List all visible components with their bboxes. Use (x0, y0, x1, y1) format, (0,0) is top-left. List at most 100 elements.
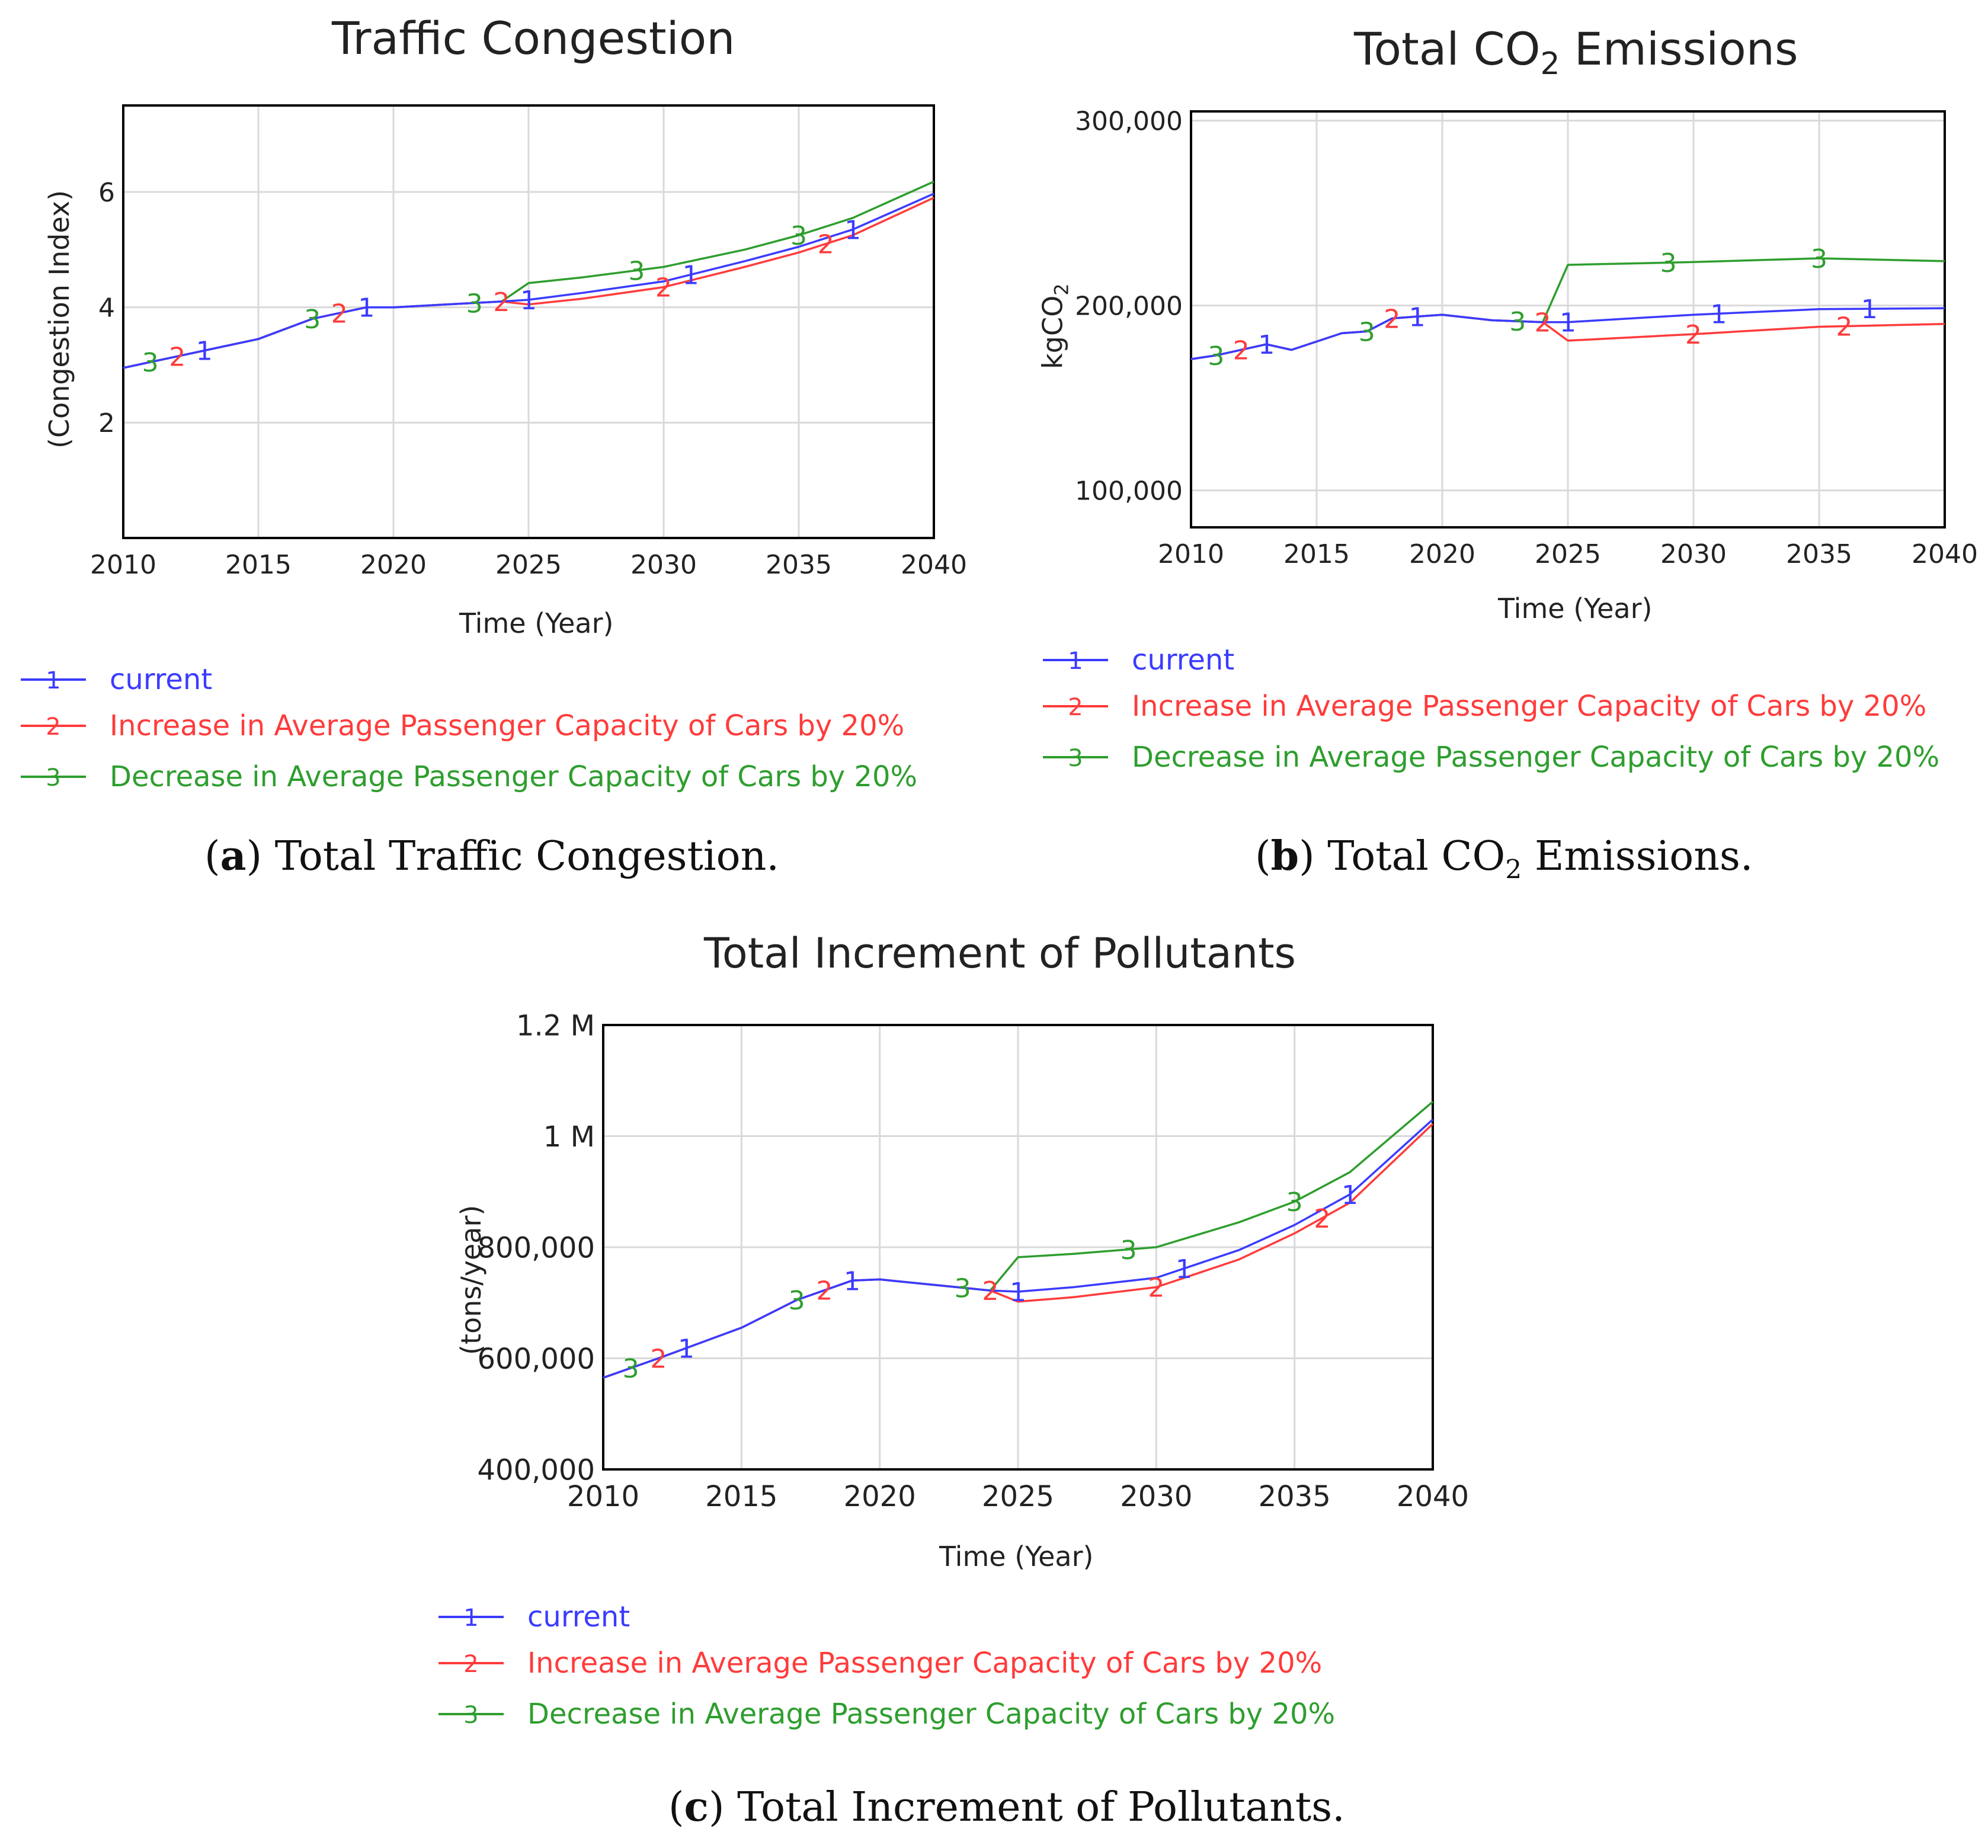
legend-b-label-current: current (1132, 643, 1235, 677)
legend-label-decrease: Decrease in Average Passenger Capacity o… (110, 760, 918, 793)
legend-b-item-current: 1 current (1043, 637, 1939, 683)
chart-c-series-decrease-marker: 3 (623, 1354, 639, 1384)
chart-a-series-decrease-marker: 3 (142, 348, 159, 378)
svg-text:2: 2 (1068, 694, 1083, 721)
chart-c-series-increase-marker: 2 (1314, 1204, 1330, 1234)
chart-a-series-increase-marker: 2 (818, 230, 834, 260)
chart-b-series-current-line (1190, 307, 1945, 360)
chart-c-title: Total Increment of Pollutants (704, 929, 1296, 978)
chart-b-series-current-marker: 1 (1710, 299, 1727, 329)
chart-c-series-current-line (603, 1119, 1434, 1379)
chart-b-xtick-label: 2040 (1912, 539, 1978, 569)
chart-c-series-increase-marker: 2 (816, 1276, 833, 1306)
chart-a-xtick-label: 2030 (630, 550, 697, 580)
chart-b-svg: 2010 2015 2020 2025 2030 2035 2040 100,000 200,0… (1075, 106, 1978, 569)
legend-label-current: current (110, 663, 213, 696)
legend-item-increase: 2 Increase in Average Passenger Capacity… (21, 703, 917, 749)
chart-a-series-decrease-marker: 3 (628, 256, 645, 286)
chart-c-series-current-marker: 1 (844, 1266, 860, 1296)
chart-b-series-current-marker: 1 (1861, 294, 1878, 325)
chart-b-series-increase-marker: 2 (1233, 335, 1250, 366)
chart-a-xtick-label: 2020 (360, 550, 427, 580)
chart-b-series-decrease-marker: 3 (1208, 341, 1224, 371)
chart-a-ytick-label: 6 (98, 178, 115, 208)
chart-c-xtick-label: 2030 (1120, 1480, 1192, 1513)
chart-a-series-current-marker: 1 (358, 293, 374, 324)
chart-c-legend: 1 current 2 Increase in Average Passenge… (438, 1594, 1335, 1737)
chart-a-series-current-marker: 1 (844, 215, 861, 245)
chart-c-ytick-label: 600,000 (478, 1343, 596, 1376)
chart-a-ytick-label: 2 (98, 408, 115, 438)
chart-b-ylabel: kgCO2 (1036, 283, 1073, 369)
chart-c-series-increase-marker: 2 (982, 1276, 998, 1306)
svg-text:1: 1 (463, 1604, 478, 1632)
chart-c-xtick-label: 2035 (1259, 1480, 1331, 1513)
chart-b-series-current-marker: 1 (1409, 302, 1426, 332)
chart-b-series-increase-marker: 2 (1535, 308, 1551, 338)
chart-a-series-current-marker: 1 (520, 286, 537, 316)
chart-b-title: Total CO2 Emissions (1354, 23, 1798, 82)
chart-b-xtick-label: 2025 (1535, 539, 1601, 569)
chart-a-series-increase-marker: 2 (169, 342, 185, 372)
chart-a-plot-frame (122, 104, 935, 539)
caption-c: (c) Total Increment of Pollutants. (668, 1783, 1345, 1831)
chart-b-series-increase-marker: 2 (1384, 304, 1400, 334)
chart-a-title: Traffic Congestion (332, 12, 735, 65)
chart-a-xtick-label: 2040 (901, 550, 967, 580)
chart-c-series-decrease-marker: 3 (1121, 1235, 1137, 1266)
chart-a-ytick-label: 4 (98, 293, 115, 324)
legend-item-current: 1 current (21, 656, 917, 703)
chart-b-series-decrease-marker: 3 (1509, 307, 1526, 337)
chart-a-series-increase-marker: 2 (331, 299, 348, 329)
legend-c-item-current: 1 current (438, 1594, 1335, 1640)
chart-c-series-decrease-marker: 3 (955, 1273, 971, 1303)
chart-c-xtick-label: 2025 (982, 1480, 1054, 1513)
chart-c-series-decrease-marker: 3 (789, 1286, 805, 1316)
chart-c-xtick-label: 2010 (567, 1480, 639, 1513)
legend-b-label-increase: Increase in Average Passenger Capacity o… (1132, 690, 1927, 723)
chart-a-series-increase-marker: 2 (655, 273, 672, 303)
chart-a-xlabel: Time (Year) (459, 607, 614, 639)
chart-b-xlabel: Time (Year) (1498, 592, 1653, 624)
legend-c-label-increase: Increase in Average Passenger Capacity o… (527, 1647, 1323, 1680)
chart-b-ytick-label: 200,000 (1075, 291, 1183, 321)
chart-a-xtick-label: 2010 (90, 550, 156, 580)
chart-c-series-current-marker: 1 (1176, 1254, 1192, 1285)
chart-b-xtick-label: 2010 (1158, 539, 1224, 569)
legend-item-decrease: 3 Decrease in Average Passenger Capacity… (21, 754, 917, 800)
svg-text:1: 1 (46, 667, 60, 694)
chart-c-series-decrease-marker: 3 (1286, 1187, 1303, 1218)
caption-a: (a) Total Traffic Congestion. (204, 832, 780, 880)
chart-c-xtick-label: 2040 (1397, 1480, 1469, 1513)
svg-text:1: 1 (1068, 648, 1083, 675)
chart-c-xlabel: Time (Year) (939, 1540, 1094, 1572)
legend-c-item-increase: 2 Increase in Average Passenger Capacity… (438, 1640, 1335, 1686)
chart-b-legend: 1 current 2 Increase in Average Passenge… (1043, 637, 1939, 780)
chart-b-series-current-marker: 1 (1560, 308, 1576, 338)
chart-b-plot-frame (1190, 110, 1946, 529)
chart-b-series-decrease-marker: 3 (1359, 317, 1375, 347)
svg-text:3: 3 (1068, 745, 1083, 772)
chart-a-series-decrease-marker: 3 (790, 221, 807, 251)
chart-b-ytick-label: 100,000 (1075, 476, 1183, 506)
chart-b-series-increase-marker: 2 (1685, 320, 1702, 350)
chart-c-series-increase-marker: 2 (650, 1344, 667, 1375)
chart-a-series-current-line (123, 193, 934, 369)
chart-a-ylabel: (Congestion Index) (43, 190, 75, 449)
legend-c-label-current: current (527, 1600, 630, 1634)
chart-b-xtick-label: 2035 (1786, 539, 1852, 569)
chart-c-xtick-label: 2020 (844, 1480, 916, 1513)
chart-c-series-current-marker: 1 (1342, 1180, 1358, 1210)
chart-b-xtick-label: 2015 (1283, 539, 1350, 569)
chart-b-ytick-label: 300,000 (1075, 106, 1183, 136)
chart-c-series-current-marker: 1 (678, 1334, 694, 1364)
chart-a-legend: 1 current 2 Increase in Average Passenge… (21, 656, 917, 800)
legend-b-label-decrease: Decrease in Average Passenger Capacity o… (1132, 741, 1940, 774)
chart-a-series-decrease-marker: 3 (466, 289, 483, 319)
chart-a-series-increase-marker: 2 (493, 287, 510, 318)
legend-c-label-decrease: Decrease in Average Passenger Capacity o… (527, 1698, 1336, 1731)
chart-c-ytick-label: 1 M (543, 1120, 595, 1154)
chart-b-xtick-label: 2020 (1409, 539, 1475, 569)
chart-b-xtick-label: 2030 (1660, 539, 1727, 569)
